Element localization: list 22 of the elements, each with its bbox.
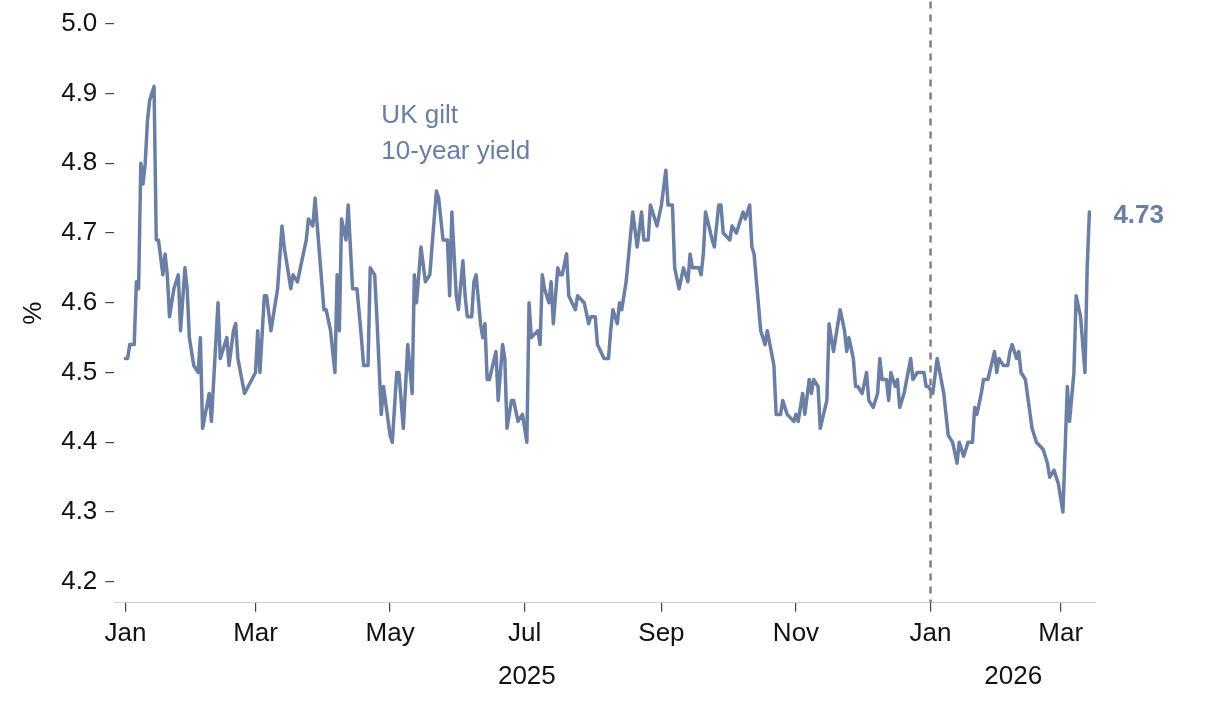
x-tick-label: Jan [909, 616, 952, 647]
y-axis-title: % [16, 301, 47, 325]
y-tick-label: 4.4 [61, 425, 98, 456]
text: 2025 [497, 659, 556, 690]
x-tick-label: Sep [638, 616, 685, 647]
text: UK gilt 10-year yield [381, 98, 531, 165]
x-tick-label: Mar [233, 616, 279, 647]
x-tick-label: Jul [508, 616, 542, 647]
y-tick-label: 4.2 [61, 565, 98, 596]
annotation: 4.73 [1113, 199, 1164, 230]
y-tick-label: 4.8 [61, 146, 98, 177]
x-tick-label: Jan [104, 616, 147, 647]
y-tick-label: 4.7 [61, 216, 98, 247]
x-tick-label: Mar [1038, 616, 1084, 647]
y-tick-label: 4.3 [61, 495, 98, 526]
text: 2026 [984, 659, 1043, 690]
y-tick-label: 4.6 [61, 285, 98, 316]
y-tick-label: 5.0 [61, 6, 98, 37]
x-tick-label: Nov [772, 616, 820, 647]
x-tick-label: May [365, 616, 415, 647]
y-tick-label: 4.9 [61, 76, 98, 107]
y-tick-label: 4.5 [61, 355, 98, 386]
